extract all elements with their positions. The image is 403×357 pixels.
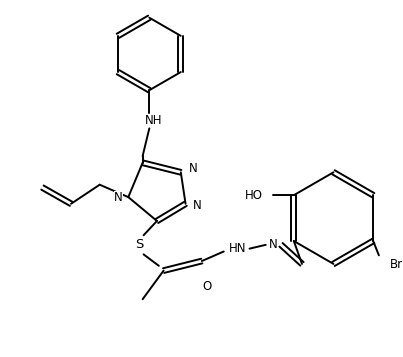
Text: NH: NH [145, 114, 163, 127]
Text: HN: HN [229, 242, 247, 255]
Text: N: N [114, 191, 123, 203]
Text: N: N [269, 238, 278, 251]
Text: O: O [202, 280, 211, 293]
Text: N: N [193, 199, 202, 212]
Text: HO: HO [245, 189, 263, 202]
Text: N: N [189, 162, 197, 175]
Text: S: S [135, 238, 144, 251]
Text: Br: Br [391, 258, 403, 271]
